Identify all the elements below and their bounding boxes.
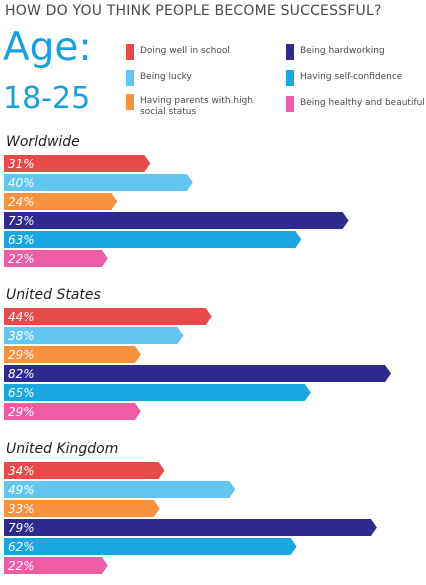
bar — [4, 327, 184, 344]
bar — [4, 250, 108, 267]
bar — [4, 308, 212, 325]
section-title-united-states: United States — [6, 287, 101, 303]
bar-value-label: 82% — [8, 367, 35, 381]
bar — [4, 538, 297, 555]
legend-item-parents: Having parents with high social status — [126, 94, 270, 118]
chart-title: HOW DO YOU THINK PEOPLE BECOME SUCCESSFU… — [5, 3, 382, 19]
legend-swatch — [286, 70, 294, 86]
legend-item-hardworking: Being hardworking — [286, 44, 385, 60]
legend-swatch — [286, 44, 294, 60]
bar-value-label: 22% — [8, 559, 35, 573]
bar-value-label: 29% — [8, 348, 35, 362]
bar-value-label: 38% — [8, 329, 35, 343]
legend-label: Having self-confidence — [300, 72, 403, 82]
legend-item-lucky: Being lucky — [126, 70, 192, 86]
bar-value-label: 34% — [8, 464, 35, 478]
bar-value-label: 44% — [8, 310, 35, 324]
bar — [4, 174, 193, 191]
legend-item-school: Doing well in school — [126, 44, 230, 60]
bar-value-label: 22% — [8, 252, 35, 266]
bar — [4, 403, 141, 420]
legend-label: Being healthy and beautiful — [300, 98, 425, 108]
bar-value-label: 40% — [8, 176, 35, 190]
bar-value-label: 24% — [8, 195, 35, 209]
bar — [4, 500, 160, 517]
bar-value-label: 33% — [8, 502, 35, 516]
bar — [4, 365, 392, 382]
legend-swatch — [126, 44, 134, 60]
age-label: Age: — [3, 25, 92, 70]
bar-value-label: 62% — [8, 540, 35, 554]
bar — [4, 384, 311, 401]
bar — [4, 193, 118, 210]
legend-label: Having parents with high social status — [140, 96, 254, 117]
legend-item-confidence: Having self-confidence — [286, 70, 402, 86]
bar — [4, 519, 377, 536]
section-title-worldwide: Worldwide — [6, 134, 80, 150]
section-title-united-kingdom: United Kingdom — [6, 441, 119, 457]
legend-label: Being hardworking — [300, 46, 385, 56]
legend-swatch — [286, 96, 294, 112]
legend-label: Doing well in school — [140, 46, 230, 56]
legend-item-healthy: Being healthy and beautiful — [286, 96, 425, 112]
legend-label: Being lucky — [140, 72, 192, 82]
bar — [4, 155, 151, 172]
bar — [4, 481, 236, 498]
bar — [4, 231, 302, 248]
bar-value-label: 63% — [8, 233, 35, 247]
bar-value-label: 29% — [8, 405, 35, 419]
legend-swatch — [126, 70, 134, 86]
bar — [4, 212, 349, 229]
bar-value-label: 79% — [8, 521, 35, 535]
bar-value-label: 49% — [8, 483, 35, 497]
bar — [4, 346, 141, 363]
bar-value-label: 31% — [8, 157, 35, 171]
bar — [4, 557, 108, 574]
bar-value-label: 73% — [8, 214, 35, 228]
bar-value-label: 65% — [8, 386, 35, 400]
legend-swatch — [126, 94, 134, 110]
age-range: 18-25 — [3, 81, 91, 116]
bar — [4, 462, 165, 479]
